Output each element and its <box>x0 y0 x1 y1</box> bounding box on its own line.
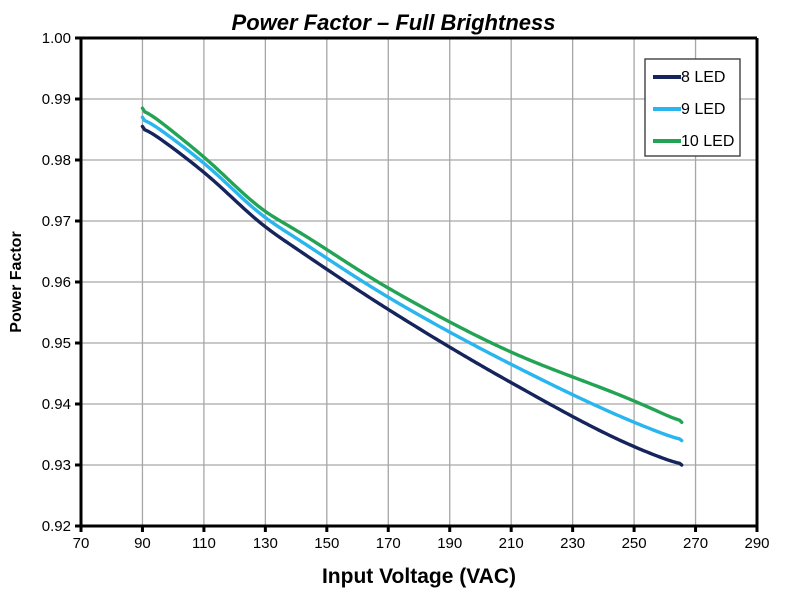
svg-text:0.94: 0.94 <box>42 396 71 413</box>
svg-text:130: 130 <box>253 535 278 552</box>
svg-text:150: 150 <box>314 535 339 552</box>
svg-text:9 LED: 9 LED <box>681 101 725 118</box>
svg-text:70: 70 <box>73 535 90 552</box>
svg-text:110: 110 <box>192 535 216 552</box>
svg-text:290: 290 <box>744 535 769 552</box>
svg-text:0.93: 0.93 <box>42 457 71 474</box>
svg-text:0.99: 0.99 <box>42 91 71 108</box>
svg-text:10 LED: 10 LED <box>681 133 734 150</box>
svg-text:210: 210 <box>499 535 524 552</box>
svg-text:190: 190 <box>437 535 462 552</box>
svg-text:0.92: 0.92 <box>42 518 71 535</box>
svg-text:0.97: 0.97 <box>42 213 71 230</box>
svg-text:0.95: 0.95 <box>42 335 71 352</box>
svg-text:270: 270 <box>683 535 708 552</box>
svg-text:90: 90 <box>134 535 151 552</box>
svg-text:230: 230 <box>560 535 585 552</box>
svg-text:8 LED: 8 LED <box>681 69 725 86</box>
svg-text:0.96: 0.96 <box>42 274 71 291</box>
svg-text:170: 170 <box>376 535 401 552</box>
svg-text:250: 250 <box>622 535 647 552</box>
svg-text:0.98: 0.98 <box>42 152 71 169</box>
